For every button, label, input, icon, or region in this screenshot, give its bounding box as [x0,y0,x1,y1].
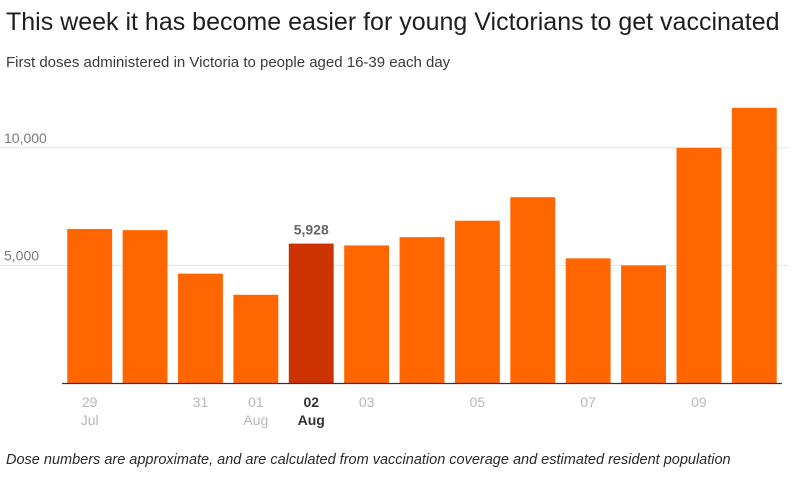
bar [67,228,113,383]
bar [288,243,334,383]
x-tick-label: 31 [193,394,209,410]
bar [510,197,556,383]
chart-title: This week it has become easier for young… [6,8,780,36]
bar [676,147,722,383]
x-tick-label: 02 [303,394,319,410]
x-tick-month-label: Aug [298,412,325,428]
data-label: 5,928 [294,222,329,238]
x-tick-label: 05 [470,394,486,410]
chart-subtitle: First doses administered in Victoria to … [6,54,451,71]
bar [565,258,611,383]
bar [621,265,666,383]
x-tick-label: 09 [691,394,707,410]
bar [344,245,390,383]
x-tick-month-label: Aug [243,412,268,428]
x-tick-label: 01 [248,394,264,410]
x-tick-label: 29 [82,394,98,410]
x-tick-month-label: Jul [81,412,99,428]
x-tick-label: 03 [359,394,375,410]
y-tick-label: 5,000 [4,247,39,263]
bar [233,294,279,383]
bar [399,237,445,383]
bar [122,230,168,383]
bar [731,107,777,383]
bar [454,220,500,383]
y-tick-label: 10,000 [4,130,47,146]
chart-footnote: Dose numbers are approximate, and are ca… [6,452,731,468]
bar [178,273,223,383]
bar-chart: 5,000 10,000 5,928 29 Jul 31 01 Aug 02 Aug 03 05 07 0… [0,107,788,428]
x-tick-label: 07 [580,394,596,410]
